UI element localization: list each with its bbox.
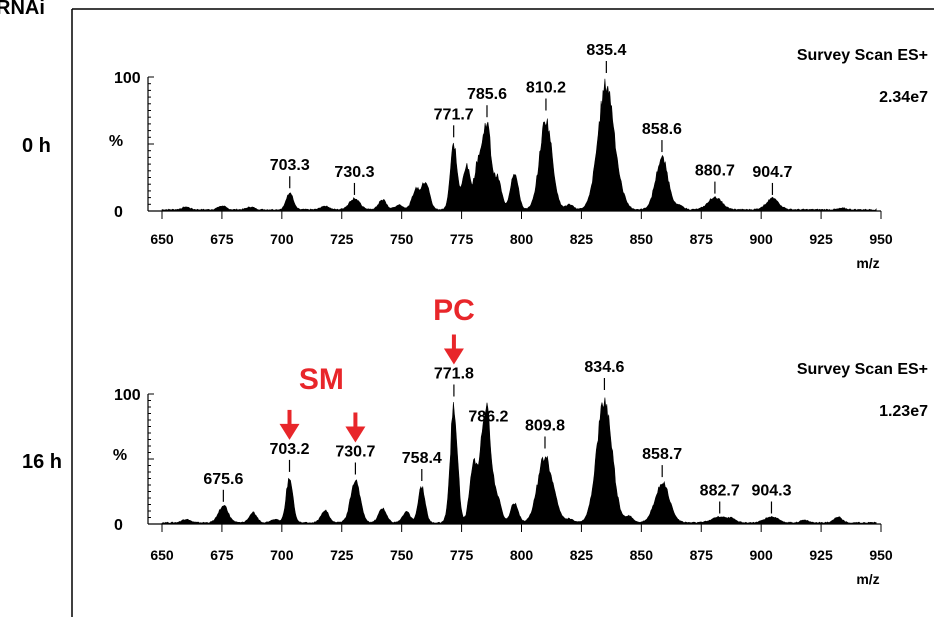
panel-label: RNAi [0, 0, 45, 19]
x-tick-label: 700 [270, 231, 294, 247]
y-axis-label-16h: % [113, 447, 127, 464]
x-tick-label: 725 [330, 231, 354, 247]
x-tick-label: 675 [210, 231, 234, 247]
annotations-16h: SM PC [279, 294, 475, 443]
peak-label: 809.8 [525, 418, 565, 435]
peak-label: 758.4 [402, 450, 442, 467]
y-tick-labels-0h: 0 100 [114, 70, 141, 221]
y-tick-labels-16h: 0 100 [114, 387, 141, 534]
spectrum-area [161, 78, 877, 212]
peak-label: 835.4 [586, 42, 626, 59]
peak-label: 675.6 [203, 471, 243, 488]
peak-label: 858.7 [642, 446, 682, 463]
peak-label: 785.6 [467, 86, 507, 103]
scan-label-16h: Survey Scan ES+ [797, 361, 928, 378]
peak-label: 810.2 [526, 80, 566, 97]
x-tick-label: 750 [390, 231, 414, 247]
x-tick-label: 800 [510, 547, 534, 563]
red-arrow-head [443, 348, 464, 365]
x-axis-label-16h: m/z [856, 571, 879, 587]
peak-label: 730.7 [335, 444, 375, 461]
red-arrow-head [279, 423, 300, 440]
peak-labels-16h: 675.6 703.2 730.7 758.4 771.8 786.2 809.8 834.6… [203, 359, 792, 514]
x-tick-label: 900 [749, 547, 773, 563]
spectrum-panel-16h: 16 h Survey Scan ES+ 1.23e7 % m/z 0 100 6… [22, 294, 928, 587]
peak-label: 904.3 [751, 483, 791, 500]
y-tick-label: 0 [114, 204, 123, 221]
scan-label-0h: Survey Scan ES+ [797, 47, 928, 64]
peak-label: 703.3 [270, 157, 310, 174]
x-tick-label: 675 [210, 547, 234, 563]
peak-label: 786.2 [468, 408, 508, 425]
peak-label: 730.3 [334, 164, 374, 181]
lipid-class-label: SM [299, 363, 344, 396]
peak-label: 834.6 [584, 359, 624, 376]
red-arrow-head [345, 426, 366, 443]
spectrum-panel-0h: 0 h Survey Scan ES+ 2.34e7 % m/z 0 100 65… [22, 42, 928, 271]
x-tick-label: 750 [390, 547, 414, 563]
y-tick-label: 0 [114, 517, 123, 534]
axes-0h [147, 76, 881, 212]
x-tick-label: 700 [270, 547, 294, 563]
y-tick-label: 100 [114, 70, 141, 87]
x-tick-label: 775 [450, 231, 474, 247]
peak-label: 771.8 [434, 366, 474, 383]
x-ticks-16h: 650 675 700 725 750 775 800 825 850 875 900 925 950 [150, 524, 893, 563]
axes-16h [147, 393, 881, 525]
x-tick-label: 775 [450, 547, 474, 563]
peak-labels-0h: 703.3 730.3 771.7 785.6 810.2 835.4 858.6 880.7… [270, 42, 793, 195]
x-tick-label: 875 [690, 547, 714, 563]
x-tick-label: 950 [869, 547, 893, 563]
peak-label: 882.7 [700, 483, 740, 500]
x-tick-label: 950 [869, 231, 893, 247]
x-tick-label: 825 [570, 231, 594, 247]
x-tick-label: 850 [630, 231, 654, 247]
x-tick-label: 725 [330, 547, 354, 563]
peak-label: 904.7 [752, 164, 792, 181]
x-tick-label: 925 [809, 231, 833, 247]
x-tick-label: 900 [749, 231, 773, 247]
spectrum-area [161, 397, 877, 525]
intensity-16h: 1.23e7 [879, 403, 928, 420]
spectrum-trace-0h [161, 78, 877, 212]
x-tick-label: 875 [690, 231, 714, 247]
x-tick-label: 800 [510, 231, 534, 247]
lipid-class-label: PC [433, 294, 475, 327]
intensity-0h: 2.34e7 [879, 89, 928, 106]
peak-label: 880.7 [695, 163, 735, 180]
peak-label: 858.6 [642, 121, 682, 138]
x-tick-label: 850 [630, 547, 654, 563]
x-axis-label-0h: m/z [856, 255, 879, 271]
x-tick-label: 925 [809, 547, 833, 563]
y-axis-label-0h: % [109, 133, 123, 150]
row-label-0h: 0 h [22, 135, 51, 157]
x-tick-label: 650 [150, 231, 174, 247]
x-ticks-0h: 650 675 700 725 750 775 800 825 850 875 900 925 950 [150, 211, 893, 247]
row-label-16h: 16 h [22, 451, 62, 473]
y-tick-label: 100 [114, 387, 141, 404]
peak-label: 703.2 [269, 441, 309, 458]
peak-label: 771.7 [434, 106, 474, 123]
spectrum-trace-16h [161, 397, 877, 525]
x-tick-label: 825 [570, 547, 594, 563]
x-tick-label: 650 [150, 547, 174, 563]
